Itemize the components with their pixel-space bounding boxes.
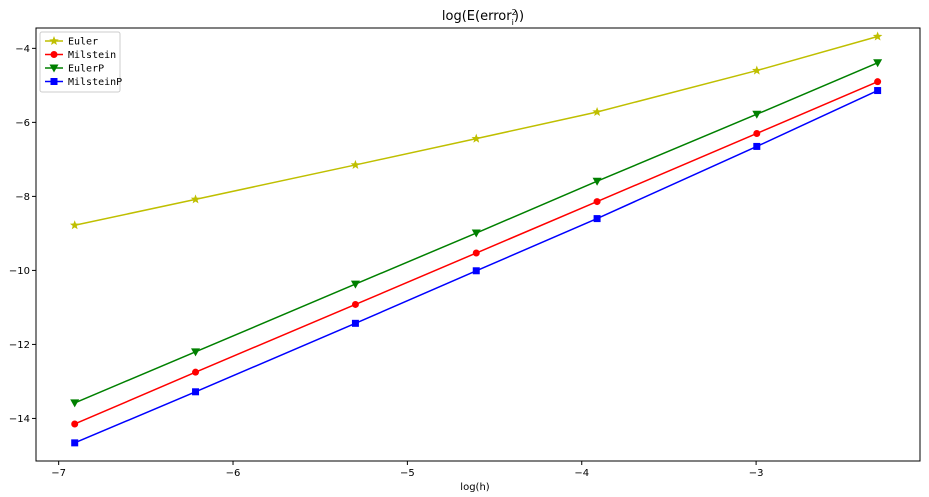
data-point-euler [471,133,482,143]
data-point-euler [872,31,883,41]
legend-marker-euler [49,36,59,46]
data-point-eulerp [191,348,201,357]
plot-frame [35,27,921,462]
title-superscript: 2 [512,8,517,17]
legend-box [39,31,121,93]
title-main: log(E(error [442,9,512,24]
data-point-eulerp [752,110,762,119]
data-point-milsteinp [71,439,79,447]
title-subscript: i [512,18,514,27]
data-point-euler [69,220,80,230]
data-point-euler [592,107,602,117]
legend-label-euler: Euler [68,37,98,48]
x-tick-label: −3 [749,468,764,479]
legend-marker-eulerp [49,64,59,73]
legend-label-eulerp: EulerP [68,64,104,75]
title-close: )) [514,9,524,24]
y-tick-label: −8 [15,192,30,203]
data-point-milsteinp [874,87,882,95]
legend-marker-milsteinp [50,78,58,85]
x-tick-label: −4 [574,468,589,479]
data-point-euler [190,194,201,204]
data-point-euler [350,159,361,169]
legend-label-milsteinp: MilsteinP [68,77,122,88]
data-point-euler [752,65,762,75]
data-point-milsteinp [593,215,601,223]
y-tick-label: −14 [9,414,30,425]
legend-label-milstein: Milstein [68,50,116,61]
data-point-eulerp [873,59,883,68]
data-point-eulerp [471,229,481,238]
data-point-eulerp [350,280,360,289]
data-point-milsteinp [192,388,200,396]
data-point-milstein [192,368,200,376]
data-point-milsteinp [472,267,480,275]
data-point-milsteinp [753,142,761,150]
x-axis-label: log(h) [460,482,489,493]
y-tick-label: −10 [9,266,30,277]
legend-marker-milstein [50,51,58,58]
x-tick-label: −6 [226,468,241,479]
y-tick-label: −4 [15,44,30,55]
x-tick-label: −5 [400,468,415,479]
y-tick-label: −12 [9,340,30,351]
data-point-milstein [472,249,480,257]
data-point-milsteinp [351,319,359,327]
data-point-eulerp [70,399,80,408]
x-tick-label: −7 [51,468,66,479]
y-tick-label: −6 [15,118,30,129]
data-point-milstein [874,78,882,86]
data-point-milstein [71,420,79,428]
data-point-milstein [753,129,761,137]
data-point-milstein [351,300,359,308]
chart-title: log(E(error2 i)) [442,8,524,27]
data-point-milstein [593,198,601,206]
data-point-eulerp [592,177,602,186]
